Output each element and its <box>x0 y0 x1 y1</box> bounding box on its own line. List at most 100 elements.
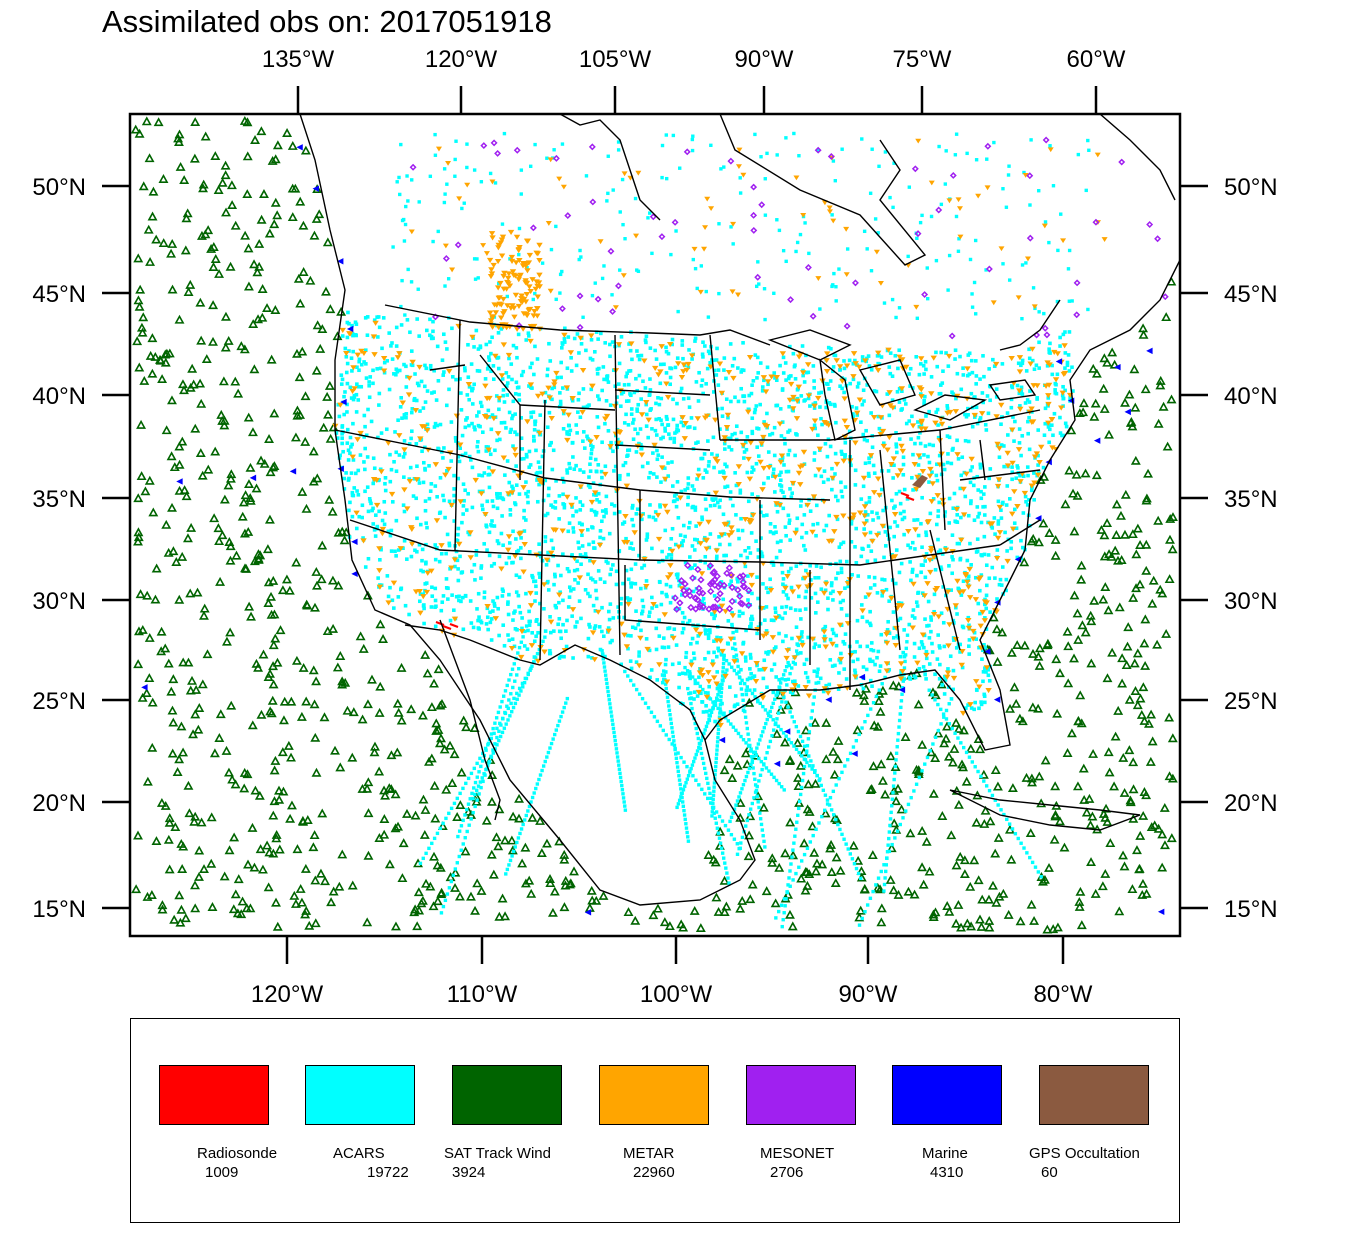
acars-marker <box>810 767 814 771</box>
sat-track-wind-marker <box>177 379 188 389</box>
acars-marker <box>648 346 653 350</box>
sat-track-wind-marker <box>230 376 241 386</box>
sat-track-wind-marker <box>233 874 244 884</box>
acars-marker <box>657 559 661 564</box>
sat-track-wind-marker <box>1078 763 1089 773</box>
sat-track-wind-marker <box>392 747 403 757</box>
acars-marker <box>418 861 423 866</box>
acars-marker <box>477 770 481 774</box>
acars-marker <box>708 708 712 713</box>
acars-marker <box>993 532 997 536</box>
acars-marker <box>622 615 626 620</box>
acars-marker <box>788 487 792 491</box>
acars-marker <box>895 524 900 528</box>
acars-marker <box>700 517 705 522</box>
sat-track-wind-marker <box>314 209 325 219</box>
sat-track-wind-marker <box>1052 708 1063 718</box>
acars-marker <box>839 607 844 611</box>
acars-marker <box>711 805 716 810</box>
acars-marker <box>851 659 856 664</box>
acars-marker <box>506 706 510 711</box>
acars-marker <box>441 456 445 460</box>
acars-marker <box>739 841 743 845</box>
acars-marker <box>517 492 522 496</box>
acars-marker <box>782 788 786 792</box>
acars-marker <box>784 378 788 382</box>
acars-marker <box>806 737 811 741</box>
acars-marker <box>674 504 679 509</box>
acars-marker <box>589 508 594 512</box>
acars-marker <box>595 498 599 502</box>
acars-marker <box>690 357 694 361</box>
acars-marker <box>546 493 551 498</box>
acars-marker <box>736 366 740 370</box>
acars-marker <box>488 620 493 625</box>
acars-marker <box>861 432 866 437</box>
acars-marker <box>759 734 764 738</box>
sat-track-wind-marker <box>1098 383 1109 393</box>
sat-track-wind-marker <box>810 717 821 727</box>
acars-marker <box>927 480 931 484</box>
acars-marker <box>515 673 519 677</box>
sat-track-wind-marker <box>138 312 149 322</box>
acars-marker <box>476 439 480 444</box>
acars-marker <box>534 472 539 476</box>
acars-marker <box>684 671 688 676</box>
acars-marker <box>535 499 540 504</box>
acars-marker <box>939 383 943 387</box>
acars-marker <box>724 376 728 381</box>
acars-marker <box>514 464 518 468</box>
sat-track-wind-marker <box>1105 838 1116 848</box>
acars-marker <box>743 440 748 445</box>
acars-marker <box>713 719 717 724</box>
acars-marker <box>664 657 668 662</box>
sat-track-wind-marker <box>1078 398 1089 408</box>
acars-marker <box>600 475 604 480</box>
acars-marker <box>751 675 755 680</box>
acars-marker <box>689 659 694 664</box>
acars-marker <box>365 485 370 489</box>
acars-marker <box>530 664 534 668</box>
acars-marker <box>691 651 696 656</box>
acars-marker <box>841 540 846 545</box>
acars-marker <box>910 614 915 618</box>
acars-marker <box>657 618 661 622</box>
acars-marker <box>719 580 724 584</box>
bottom-lon-label: 100°W <box>640 981 713 1008</box>
sat-track-wind-marker <box>1098 594 1109 604</box>
acars-marker <box>677 672 682 676</box>
acars-marker <box>592 509 597 514</box>
acars-marker <box>1016 361 1021 366</box>
acars-marker <box>886 843 890 847</box>
acars-marker <box>890 842 894 847</box>
acars-marker <box>1010 384 1014 388</box>
sat-track-wind-marker <box>178 657 189 667</box>
acars-marker <box>856 381 861 386</box>
acars-marker <box>819 565 823 570</box>
sat-track-wind-marker <box>1138 878 1148 888</box>
acars-marker <box>854 866 859 871</box>
acars-marker <box>707 786 711 791</box>
sat-track-wind-marker <box>1100 812 1111 822</box>
sat-track-wind-marker <box>517 858 528 868</box>
acars-marker <box>932 609 936 614</box>
sat-track-wind-marker <box>893 889 904 899</box>
acars-marker <box>347 476 351 481</box>
acars-marker <box>834 643 839 648</box>
acars-marker <box>751 379 756 383</box>
acars-marker <box>873 558 878 563</box>
sat-track-wind-marker <box>1077 620 1088 630</box>
acars-marker <box>653 348 657 353</box>
acars-marker <box>884 587 889 592</box>
acars-marker <box>893 836 897 840</box>
acars-marker <box>1013 419 1017 424</box>
acars-marker <box>444 551 448 556</box>
acars-marker <box>647 648 652 653</box>
acars-marker <box>448 618 453 623</box>
acars-marker <box>438 476 443 480</box>
acars-marker <box>866 513 870 517</box>
sat-track-wind-marker <box>144 153 155 163</box>
acars-marker <box>892 777 896 782</box>
acars-marker <box>929 615 933 619</box>
sat-track-wind-marker <box>262 303 272 313</box>
